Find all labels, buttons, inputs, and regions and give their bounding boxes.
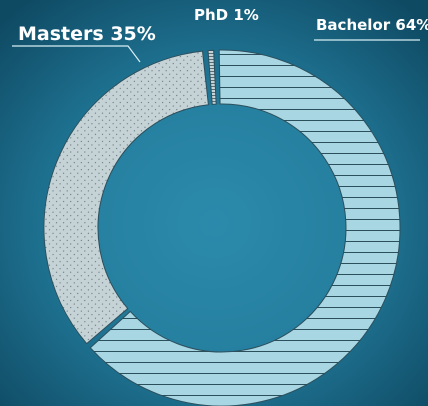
category: Masters [18,23,104,45]
label-phd: PhD 1% [194,6,259,24]
chart: Bachelor 64% Masters 35% PhD 1% [0,0,428,406]
label-bachelor: Bachelor 64% [316,16,428,34]
label-masters: Masters 35% [18,23,156,45]
category: PhD [194,6,228,24]
value-label: 35% [110,23,155,45]
value-label: 64% [395,16,428,34]
value-label: 1% [233,6,258,24]
photo-center [98,104,346,352]
page: {"chart_data": {"type": "donut", "catego… [0,0,428,406]
category: Bachelor [316,16,391,34]
